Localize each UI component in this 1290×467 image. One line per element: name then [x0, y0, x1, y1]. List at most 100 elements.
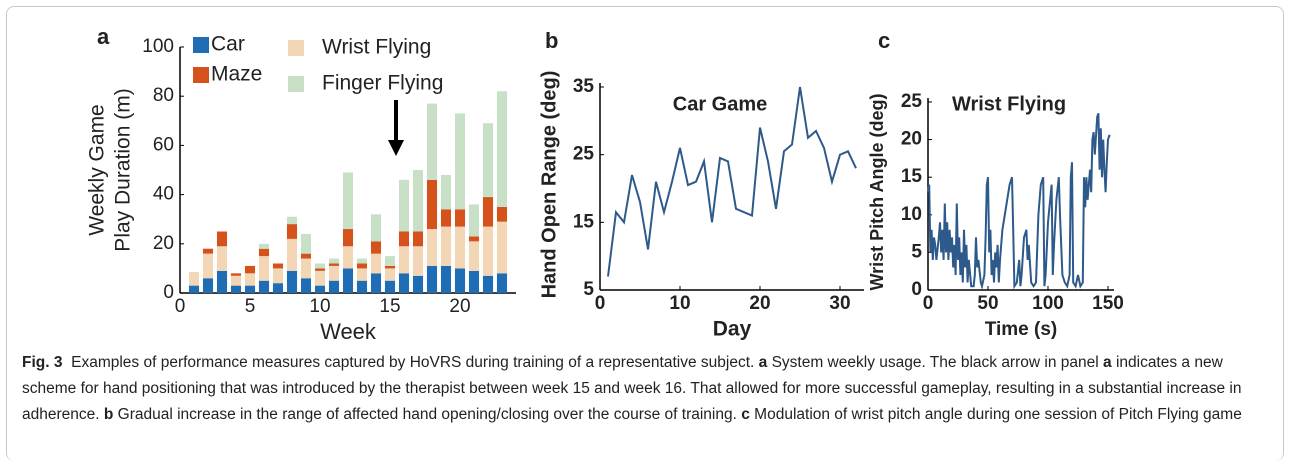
bar-segment — [342, 172, 354, 230]
bar-segment — [370, 214, 382, 242]
x-tick-label: 100 — [1032, 293, 1064, 314]
y-tick-label: 15 — [573, 211, 595, 232]
x-tick-label: 150 — [1092, 293, 1124, 314]
caption-text: Examples of performance measures capture… — [71, 354, 755, 371]
bar-segment — [286, 270, 298, 293]
x-tick-label: 0 — [175, 296, 186, 317]
bar-segment — [286, 238, 298, 271]
data-line — [607, 86, 857, 277]
bar-segment — [496, 91, 508, 207]
bar-segment — [496, 273, 508, 293]
caption-text: System weekly usage. The black arrow in … — [771, 354, 1099, 371]
bar-segment — [454, 209, 466, 227]
bar-segment — [384, 268, 396, 281]
x-tick-label: 5 — [245, 296, 256, 317]
bar-segment — [356, 280, 368, 293]
y-tick-label: 15 — [901, 166, 923, 187]
caption-label: Fig. 3 — [22, 354, 63, 371]
bar-segment — [412, 246, 424, 276]
y-tick-label: 35 — [573, 76, 595, 97]
bar-segment — [272, 263, 284, 269]
bar-segment — [356, 258, 368, 264]
bar-segment — [328, 263, 340, 266]
panel-label: c — [878, 28, 890, 53]
bar-segment — [230, 273, 242, 276]
data-line — [927, 112, 1111, 291]
x-tick-label: 30 — [829, 293, 850, 314]
bar-segment — [398, 231, 410, 247]
bar-segment — [468, 204, 480, 237]
bar-segment — [468, 270, 480, 293]
y-axis-label: Hand Open Range (deg) — [538, 71, 560, 299]
bar-segment — [272, 283, 284, 293]
y-tick-label: 80 — [153, 85, 174, 106]
caption-panel: b — [103, 406, 114, 423]
bar-segment — [440, 174, 452, 210]
caption-panel: c — [741, 406, 750, 423]
bar-segment — [300, 253, 312, 259]
bar-segment — [328, 258, 340, 264]
x-tick-label: 50 — [977, 293, 998, 314]
y-tick-label: 20 — [901, 129, 922, 150]
y-tick-label: 5 — [583, 279, 594, 300]
bar-segment — [440, 209, 452, 227]
bar-segment — [230, 275, 242, 286]
figure-frame — [6, 6, 1284, 461]
legend-label: Car — [211, 33, 245, 56]
y-axis-label: Wrist Pitch Angle (deg) — [867, 93, 887, 290]
caption: Fig. 3 Examples of performance measures … — [22, 350, 1272, 428]
caption-panel: a — [758, 354, 768, 371]
bar-segment — [426, 229, 438, 266]
bar-segment — [286, 224, 298, 239]
bar-segment — [216, 231, 228, 247]
bar-segment — [314, 263, 326, 269]
bar-segment — [454, 268, 466, 293]
bar-segment — [258, 256, 270, 281]
x-tick-label: 20 — [749, 293, 770, 314]
y-tick-label: 60 — [153, 134, 174, 155]
bar-segment — [342, 246, 354, 269]
x-tick-label: 10 — [669, 293, 690, 314]
arrow-head — [388, 140, 404, 156]
bar-segment — [426, 265, 438, 293]
bar-segment — [230, 285, 242, 293]
bar-segment — [384, 265, 396, 269]
caption-text: Modulation of wrist pitch angle during o… — [754, 406, 1242, 423]
bar-segment — [412, 275, 424, 293]
bar-segment — [482, 197, 494, 227]
bar-segment — [300, 278, 312, 293]
x-tick-label: 15 — [379, 296, 400, 317]
bar-segment — [356, 263, 368, 269]
bar-segment — [314, 268, 326, 271]
bar-segment — [244, 265, 256, 274]
y-tick-label: 25 — [901, 91, 923, 112]
bar-segment — [398, 273, 410, 293]
bar-segment — [412, 170, 424, 232]
bar-segment — [202, 278, 214, 293]
bar-segment — [440, 265, 452, 293]
bar-segment — [202, 253, 214, 279]
bar-segment — [370, 253, 382, 274]
bar-segment — [384, 280, 396, 293]
x-axis-label: Time (s) — [985, 319, 1058, 340]
bar-segment — [412, 231, 424, 247]
bar-segment — [426, 103, 438, 180]
bar-segment — [440, 226, 452, 266]
legend-swatch — [193, 37, 209, 53]
bar-segment — [468, 236, 480, 242]
bar-segment — [314, 285, 326, 293]
bar-segment — [244, 285, 256, 293]
bar-segment — [188, 272, 200, 286]
bar-segment — [454, 226, 466, 269]
bar-segment — [342, 229, 354, 247]
y-tick-label: 10 — [901, 204, 922, 225]
bar-segment — [314, 270, 326, 286]
bar-segment — [384, 256, 396, 266]
bar-segment — [328, 280, 340, 293]
panel-label: b — [545, 28, 558, 53]
y-axis-label: Play Duration (m) — [112, 88, 135, 251]
y-tick-label: 25 — [573, 144, 595, 165]
bar-segment — [454, 113, 466, 210]
bar-segment — [300, 233, 312, 254]
y-tick-label: 100 — [142, 36, 174, 57]
